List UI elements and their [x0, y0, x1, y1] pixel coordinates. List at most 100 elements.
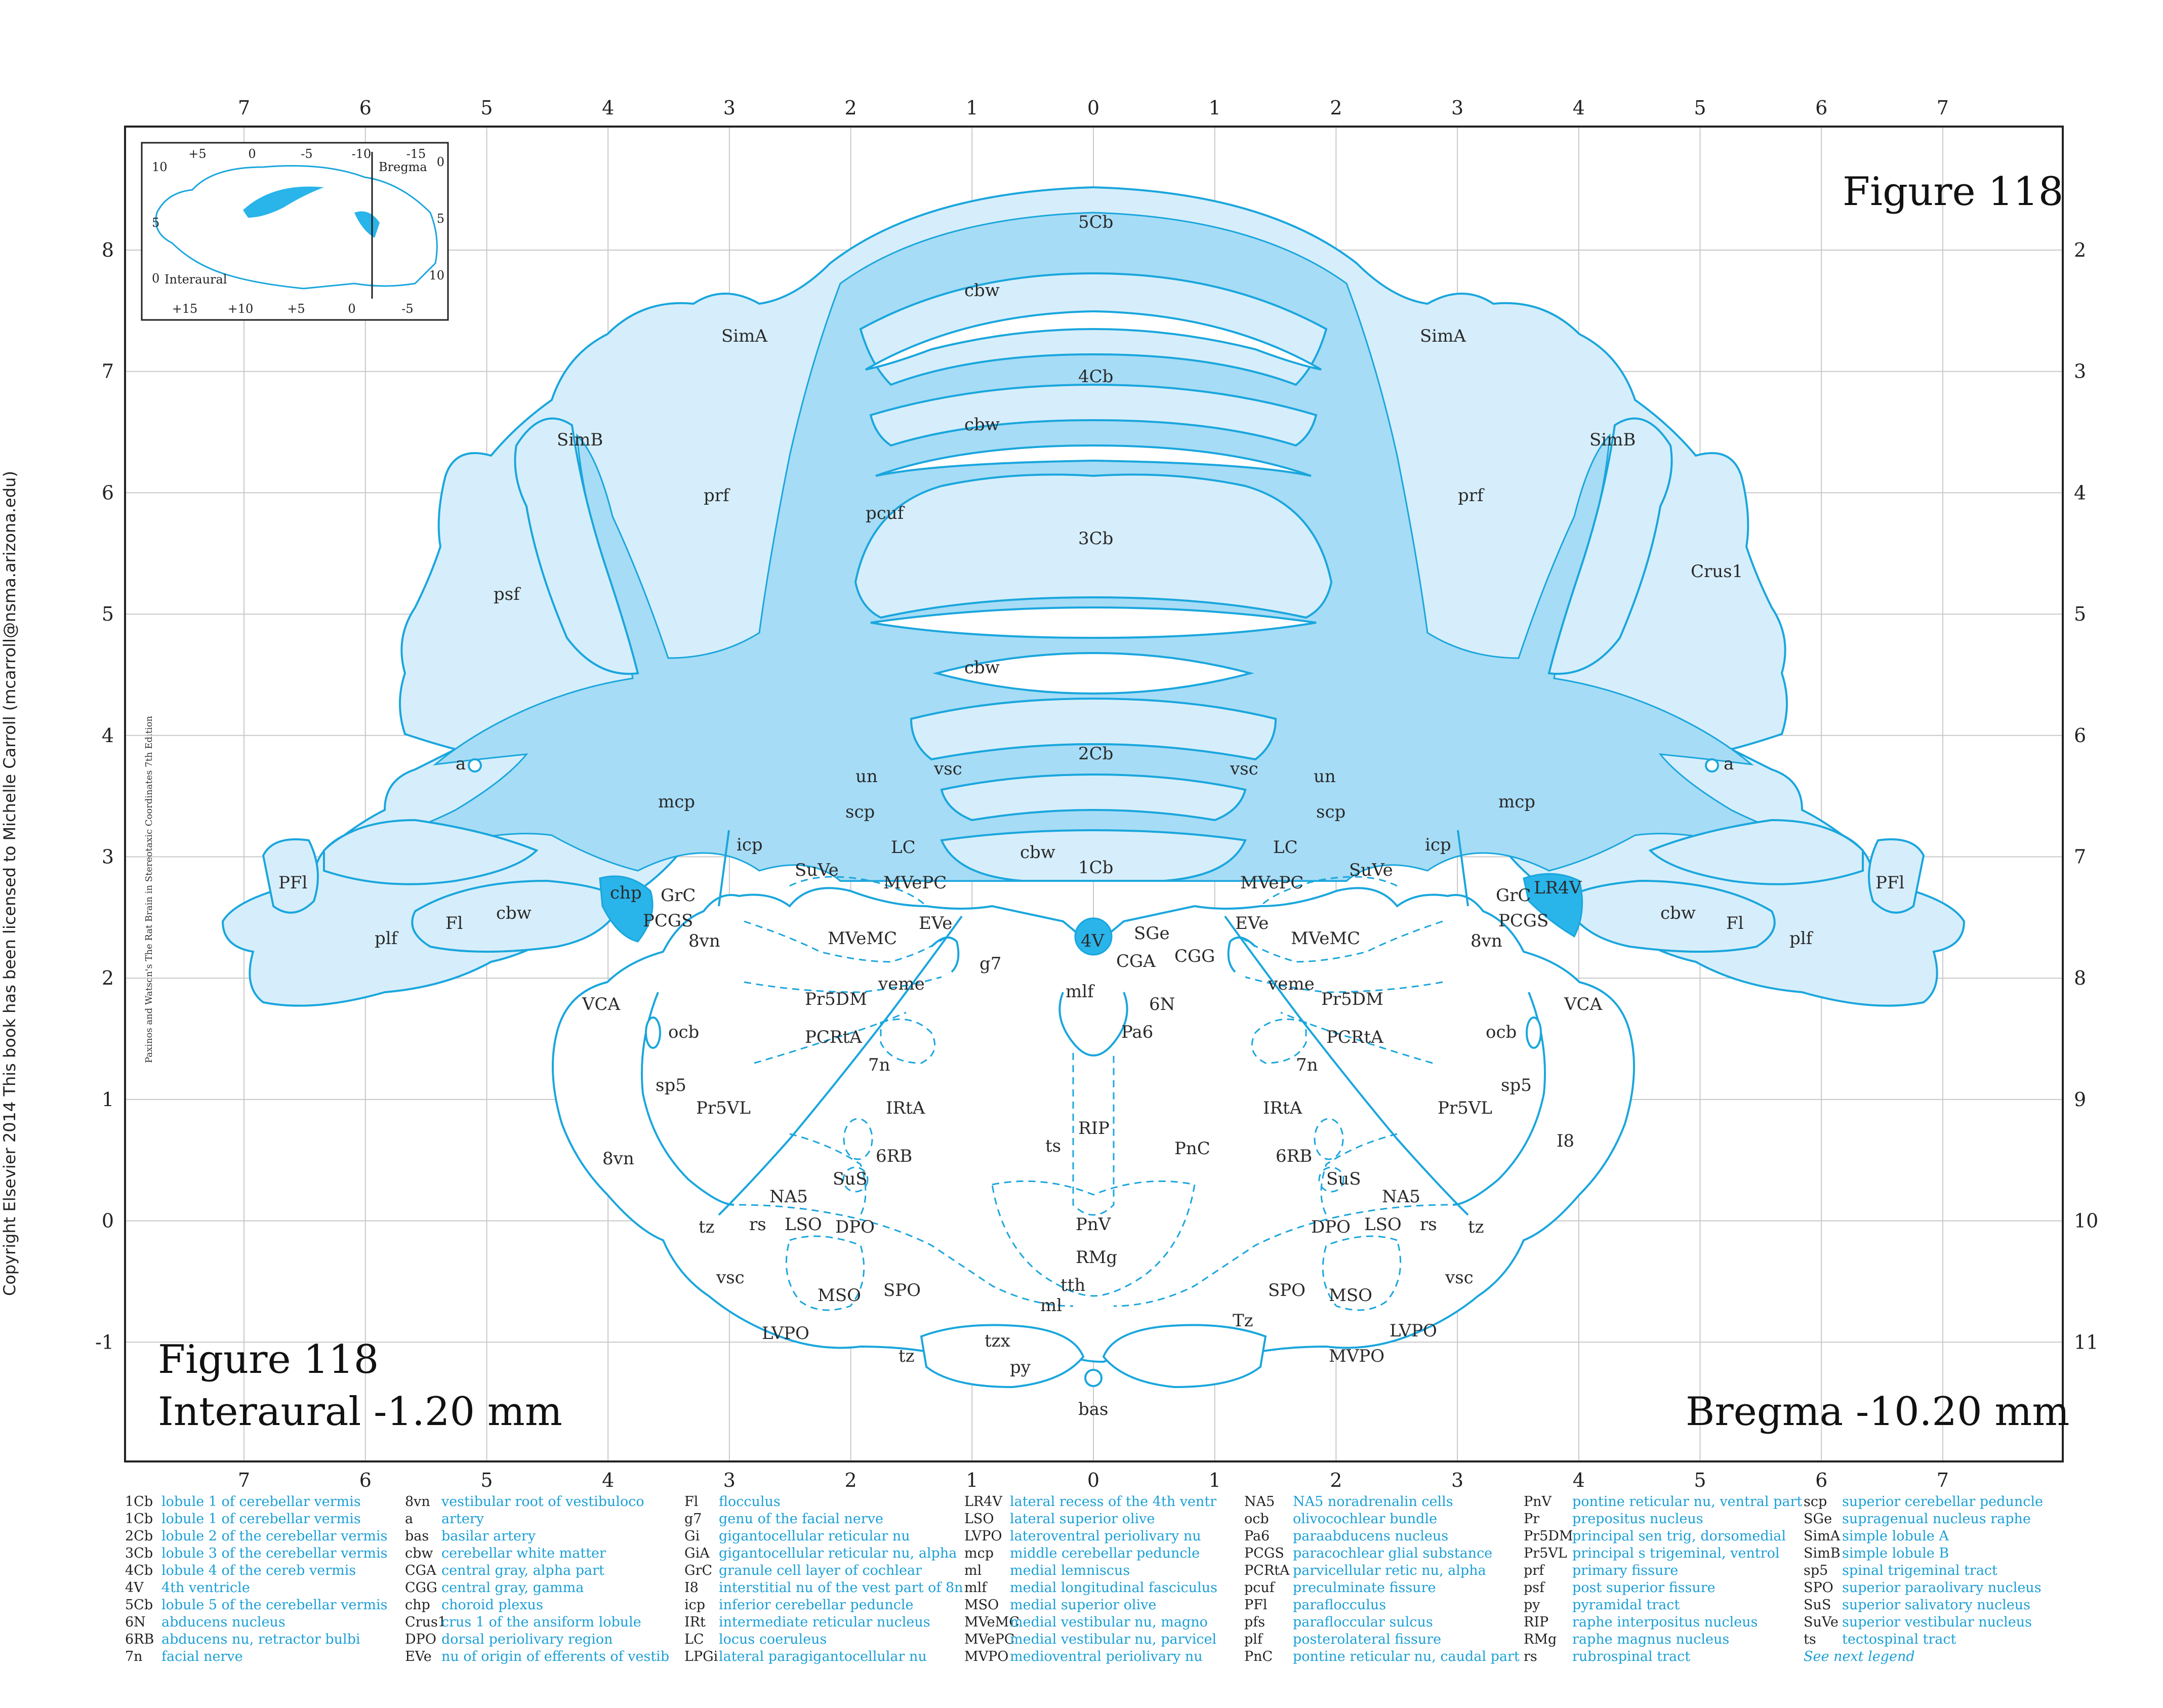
label-Pr5VL: Pr5VL [696, 1098, 751, 1118]
label-veme: veme [1268, 974, 1315, 994]
legend-description: lateroventral periolivary nu [1010, 1528, 1201, 1544]
inset-tick-label: +5 [188, 147, 206, 161]
label-5Cb: 5Cb [1078, 212, 1113, 232]
legend-abbreviation: ml [964, 1563, 982, 1578]
left-tick-label: 4 [102, 724, 114, 747]
label-g7: g7 [980, 954, 1001, 974]
label-LVPO: LVPO [762, 1323, 809, 1344]
figure-caption-title: Figure 118 [158, 1337, 379, 1382]
label-Crus1: Crus1 [1691, 561, 1743, 582]
figure-frame [124, 126, 2064, 1462]
legend-abbreviation: PFl [1244, 1597, 1268, 1613]
label-Fl: Fl [1726, 913, 1743, 933]
legend-description: paraabducens nucleus [1293, 1528, 1448, 1544]
top-tick-label: 5 [1694, 97, 1706, 119]
legend-abbreviation: ts [1804, 1632, 1816, 1647]
label-a: a [456, 754, 466, 774]
legend-abbreviation: LPGi [684, 1649, 718, 1664]
label-ocb: ocb [1486, 1022, 1517, 1042]
legend-abbreviation: IRt [684, 1614, 706, 1630]
legend-description: NA5 noradrenalin cells [1293, 1494, 1453, 1510]
label-py: py [1010, 1357, 1031, 1377]
top-tick-label: 7 [238, 97, 250, 119]
label-LSO: LSO [1364, 1214, 1402, 1235]
left-tick-label: 3 [102, 846, 114, 868]
label-IRtA: IRtA [886, 1098, 925, 1118]
legend-description: preculminate fissure [1293, 1580, 1436, 1596]
label-tz: tz [1468, 1217, 1484, 1237]
inset-bottom-ticks: +15 +10 +5 0 -5 [172, 302, 414, 316]
legend-description: lateral superior olive [1010, 1511, 1155, 1527]
legend-description: lobule 4 of the cereb vermis [161, 1563, 356, 1578]
label-cbw: cbw [964, 280, 1000, 301]
legend-abbreviation: GrC [684, 1563, 712, 1578]
legend-description: posterolateral fissure [1293, 1632, 1441, 1647]
legend-description: nu of origin of efferents of vestib [441, 1649, 669, 1664]
legend-description: paracochlear glial substance [1293, 1546, 1492, 1561]
label-EVe: EVe [919, 913, 952, 933]
legend-description: raphe interpositus nucleus [1572, 1614, 1758, 1630]
legend-abbreviation: icp [684, 1597, 705, 1613]
legend-abbreviation: 1Cb [125, 1494, 153, 1510]
label-vsc: vsc [933, 759, 962, 779]
legend-description: parafloccular sulcus [1293, 1614, 1433, 1630]
legend-description: lobule 2 of the cerebellar vermis [161, 1528, 388, 1544]
bottom-tick-label: 3 [723, 1469, 736, 1491]
inset-tick-label: 5 [437, 212, 444, 226]
bottom-tick-label: 1 [966, 1469, 978, 1491]
inset-tick-label: +15 [172, 302, 198, 316]
label-Fl: Fl [445, 913, 463, 933]
legend-abbreviation: 6N [125, 1614, 146, 1630]
legend-abbreviation: ocb [1244, 1511, 1269, 1527]
label-1Cb: 1Cb [1078, 858, 1113, 878]
inset-tick-label: 0 [248, 147, 256, 161]
legend-abbreviation: pfs [1244, 1614, 1265, 1630]
label-PnV: PnV [1076, 1214, 1112, 1235]
label-PCRtA: PCRtA [1326, 1027, 1383, 1047]
copyright-text: Copyright Elsevier 2014 This book has be… [0, 471, 19, 1296]
label-scp: scp [845, 802, 875, 822]
right-tick-label: 8 [2074, 967, 2086, 989]
region-labels: 5Cb cbw 4Cb cbw pcuf 3Cb cbw 2Cb cbw 1Cb… [278, 212, 1904, 1419]
label-RIP: RIP [1078, 1118, 1110, 1138]
label-MVePC: MVePC [883, 873, 947, 893]
top-tick-label: 3 [1451, 97, 1463, 119]
label-7n: 7n [1296, 1055, 1318, 1075]
label-MVPO: MVPO [1329, 1346, 1384, 1366]
label-VCA: VCA [582, 994, 621, 1014]
legend-abbreviation: Pr5VL [1524, 1546, 1567, 1561]
legend-description: spinal trigeminal tract [1842, 1563, 1997, 1578]
legend-description: See next legend [1804, 1649, 1915, 1664]
legend-description: superior salivatory nucleus [1842, 1597, 2030, 1613]
legend-abbreviation: MVPO [964, 1649, 1008, 1664]
right-tick-label: 11 [2074, 1331, 2098, 1353]
inset-tick-label: 10 [152, 160, 168, 174]
label-SimB: SimB [557, 430, 603, 450]
inset-tick-label: 0 [437, 155, 444, 169]
legend-abbreviation: a [405, 1511, 413, 1527]
legend-description: simple lobule A [1842, 1528, 1949, 1544]
label-chp: chp [610, 883, 642, 903]
label-DPO: DPO [1311, 1217, 1351, 1237]
legend-description: abducens nu, retractor bulbi [161, 1632, 360, 1647]
label-cbw: cbw [1660, 903, 1696, 923]
bottom-tick-label: 5 [480, 1469, 493, 1491]
label-SPO: SPO [883, 1280, 921, 1300]
legend-description: intermediate reticular nucleus [719, 1614, 930, 1630]
label-Pr5DM: Pr5DM [805, 989, 867, 1009]
label-pcuf: pcuf [866, 503, 905, 523]
label-tzx: tzx [985, 1331, 1010, 1351]
legend-description: rubrospinal tract [1572, 1649, 1690, 1664]
legend-description: medial vestibular nu, magno [1010, 1614, 1208, 1630]
legend-abbreviation: scp [1804, 1494, 1827, 1510]
label-sp5: sp5 [1501, 1075, 1532, 1095]
label-ml: ml [1040, 1295, 1062, 1316]
inset-tick-label: 5 [152, 216, 159, 230]
label-PFl: PFl [278, 873, 307, 893]
legend-abbreviation: CGG [405, 1580, 437, 1596]
legend-description: medial vestibular nu, parvicel [1010, 1632, 1216, 1647]
legend-abbreviation: PCRtA [1244, 1563, 1290, 1578]
inset-bregma-label: Bregma [379, 160, 427, 174]
label-4Cb: 4Cb [1078, 367, 1113, 387]
legend-description: lobule 1 of cerebellar vermis [161, 1494, 361, 1510]
